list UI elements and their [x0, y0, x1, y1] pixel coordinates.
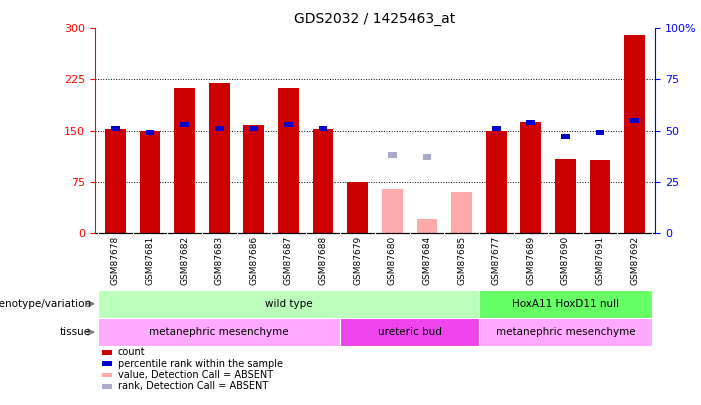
Text: GSM87680: GSM87680 [388, 236, 397, 285]
Bar [520, 122, 541, 233]
Bar [423, 154, 431, 160]
Bar [111, 126, 120, 131]
Text: GSM87684: GSM87684 [423, 236, 431, 285]
Text: GSM87678: GSM87678 [111, 236, 120, 285]
Bar [146, 130, 154, 135]
Bar [98, 290, 479, 318]
Text: GSM87683: GSM87683 [215, 236, 224, 285]
Bar [492, 126, 501, 131]
Bar [388, 152, 397, 158]
Bar [347, 182, 368, 233]
Bar [175, 87, 195, 233]
Text: GSM87691: GSM87691 [596, 236, 604, 285]
Bar [596, 130, 604, 135]
Text: value, Detection Call = ABSENT: value, Detection Call = ABSENT [118, 370, 273, 380]
Bar [209, 83, 230, 233]
Title: GDS2032 / 1425463_at: GDS2032 / 1425463_at [294, 12, 456, 26]
Text: metanephric mesenchyme: metanephric mesenchyme [149, 327, 289, 337]
Bar [341, 318, 479, 346]
Bar [313, 128, 334, 233]
Text: HoxA11 HoxD11 null: HoxA11 HoxD11 null [512, 299, 619, 309]
Bar [243, 125, 264, 233]
Text: percentile rank within the sample: percentile rank within the sample [118, 359, 283, 369]
Text: rank, Detection Call = ABSENT: rank, Detection Call = ABSENT [118, 382, 268, 391]
Bar [250, 126, 258, 131]
Bar [486, 130, 507, 233]
Bar [416, 219, 437, 233]
Bar [278, 87, 299, 233]
Text: GSM87692: GSM87692 [630, 236, 639, 285]
Bar [215, 126, 224, 131]
Text: GSM87682: GSM87682 [180, 236, 189, 285]
Text: GSM87681: GSM87681 [146, 236, 154, 285]
Bar [625, 35, 645, 233]
Bar [382, 189, 403, 233]
Text: ureteric bud: ureteric bud [378, 327, 442, 337]
Text: GSM87689: GSM87689 [526, 236, 536, 285]
Bar [526, 120, 535, 125]
Text: count: count [118, 347, 145, 357]
Bar [98, 318, 341, 346]
Text: GSM87679: GSM87679 [353, 236, 362, 285]
Text: GSM87686: GSM87686 [250, 236, 259, 285]
Bar [561, 134, 570, 139]
Text: GSM87690: GSM87690 [561, 236, 570, 285]
Text: genotype/variation: genotype/variation [0, 299, 91, 309]
Bar [284, 122, 293, 127]
Bar [630, 118, 639, 123]
Text: metanephric mesenchyme: metanephric mesenchyme [496, 327, 635, 337]
Bar [590, 160, 611, 233]
Bar [105, 128, 125, 233]
Text: GSM87688: GSM87688 [319, 236, 327, 285]
Text: tissue: tissue [60, 327, 91, 337]
Text: wild type: wild type [265, 299, 313, 309]
Bar [451, 192, 472, 233]
Bar [180, 122, 189, 127]
Text: GSM87687: GSM87687 [284, 236, 293, 285]
Bar [479, 290, 652, 318]
Bar [555, 159, 576, 233]
Bar [139, 130, 161, 233]
Text: GSM87677: GSM87677 [491, 236, 501, 285]
Bar [479, 318, 652, 346]
Bar [319, 126, 327, 131]
Text: GSM87685: GSM87685 [457, 236, 466, 285]
